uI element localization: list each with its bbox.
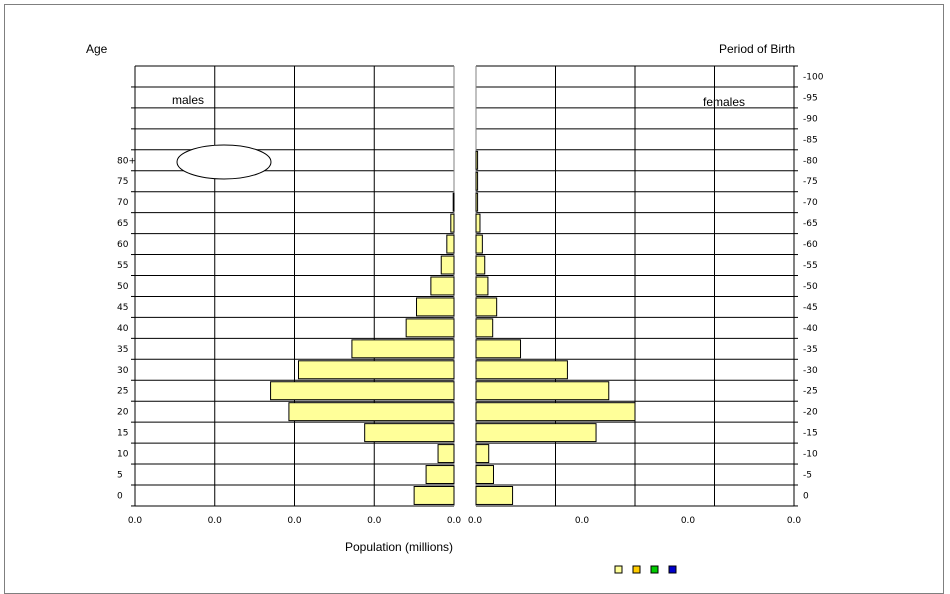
- age-tick-label: 40: [117, 324, 129, 334]
- male-x-tick-label: 0.0: [287, 516, 302, 526]
- period-tick-label: -80: [803, 156, 818, 166]
- period-tick-label: -70: [803, 198, 818, 208]
- period-tick-label: -60: [803, 240, 818, 250]
- period-tick-label: -75: [803, 177, 818, 187]
- males-panel-label: males: [172, 93, 205, 107]
- legend-swatch: [668, 565, 677, 574]
- female-bar: [475, 255, 486, 275]
- period-tick-label: -5: [803, 471, 812, 481]
- age-tick-label: 80+: [117, 156, 136, 166]
- age-tick-label: 10: [117, 450, 129, 460]
- period-of-birth-axis-label: Period of Birth: [719, 42, 796, 56]
- male-bar: [413, 486, 455, 505]
- age-tick-label: 25: [117, 387, 128, 397]
- female-bar: [475, 402, 636, 422]
- female-bar: [475, 213, 481, 233]
- age-tick-label: 55: [117, 261, 128, 271]
- period-tick-label: -30: [803, 366, 818, 376]
- legend-swatch: [632, 565, 641, 574]
- female-bar: [475, 381, 610, 401]
- female-bar: [475, 360, 568, 380]
- female-bar: [475, 423, 597, 443]
- age-tick-label: 20: [117, 408, 129, 418]
- male-bar: [446, 234, 455, 254]
- x-axis-title: Population (millions): [345, 540, 454, 554]
- male-x-tick-label: 0.0: [128, 516, 143, 526]
- females-panel-label: females: [703, 95, 746, 109]
- age-tick-label: 15: [117, 429, 128, 439]
- female-bar: [475, 234, 483, 254]
- legend-swatch: [650, 565, 659, 574]
- age-tick-label: 50: [117, 282, 129, 292]
- period-tick-label: -55: [803, 261, 818, 271]
- age-tick-label: 45: [117, 303, 128, 313]
- legend-swatch: [614, 565, 623, 574]
- female-bar: [475, 486, 514, 505]
- age-tick-label: 60: [117, 240, 129, 250]
- period-tick-label: -20: [803, 408, 818, 418]
- age-tick-label: 75: [117, 177, 128, 187]
- female-x-tick-label: 0.0: [787, 516, 802, 526]
- period-tick-label: -50: [803, 282, 818, 292]
- period-tick-label: -100: [803, 72, 824, 82]
- male-bar: [425, 465, 455, 484]
- female-bar: [475, 150, 479, 170]
- period-tick-label: -85: [803, 135, 818, 145]
- age-tick-label: 65: [117, 219, 128, 229]
- male-x-tick-label: 0.0: [367, 516, 382, 526]
- male-bar: [405, 318, 455, 338]
- male-bar: [416, 297, 455, 317]
- ellipse-annotation: [176, 144, 272, 180]
- male-bar: [452, 192, 455, 212]
- age-tick-label: 35: [117, 345, 128, 355]
- period-tick-label: -15: [803, 429, 818, 439]
- male-bar: [270, 381, 455, 401]
- male-bar: [351, 339, 455, 359]
- period-tick-label: -10: [803, 450, 818, 460]
- male-bar: [364, 423, 455, 443]
- age-tick-label: 30: [117, 366, 129, 376]
- age-tick-label: 70: [117, 198, 129, 208]
- female-bar: [475, 465, 494, 484]
- male-bar: [440, 255, 455, 275]
- female-x-tick-label: 0.0: [681, 516, 696, 526]
- female-bar: [475, 171, 479, 191]
- female-bar: [475, 339, 522, 359]
- period-tick-label: -35: [803, 345, 818, 355]
- female-bar: [475, 192, 479, 212]
- male-x-tick-label: 0.0: [208, 516, 223, 526]
- age-tick-label: 0: [117, 491, 123, 501]
- female-bar: [475, 276, 489, 296]
- period-tick-label: -95: [803, 93, 818, 103]
- period-tick-label: -45: [803, 303, 818, 313]
- age-tick-label: 5: [117, 471, 123, 481]
- female-bar: [475, 318, 494, 338]
- male-bar: [430, 276, 455, 296]
- female-x-tick-label: 0.0: [575, 516, 590, 526]
- male-bar: [288, 402, 455, 422]
- age-axis-label: Age: [86, 42, 108, 56]
- female-bar: [475, 444, 490, 464]
- period-tick-label: -25: [803, 387, 818, 397]
- period-tick-label: -65: [803, 219, 818, 229]
- male-x-tick-label: 0.0: [447, 516, 462, 526]
- period-tick-label: -90: [803, 114, 818, 124]
- female-bar: [475, 297, 498, 317]
- male-bar: [297, 360, 455, 380]
- period-tick-label: 0: [803, 491, 809, 501]
- male-bar: [450, 213, 455, 233]
- male-bar: [437, 444, 455, 464]
- female-x-tick-label: 0.0: [468, 516, 483, 526]
- period-tick-label: -40: [803, 324, 818, 334]
